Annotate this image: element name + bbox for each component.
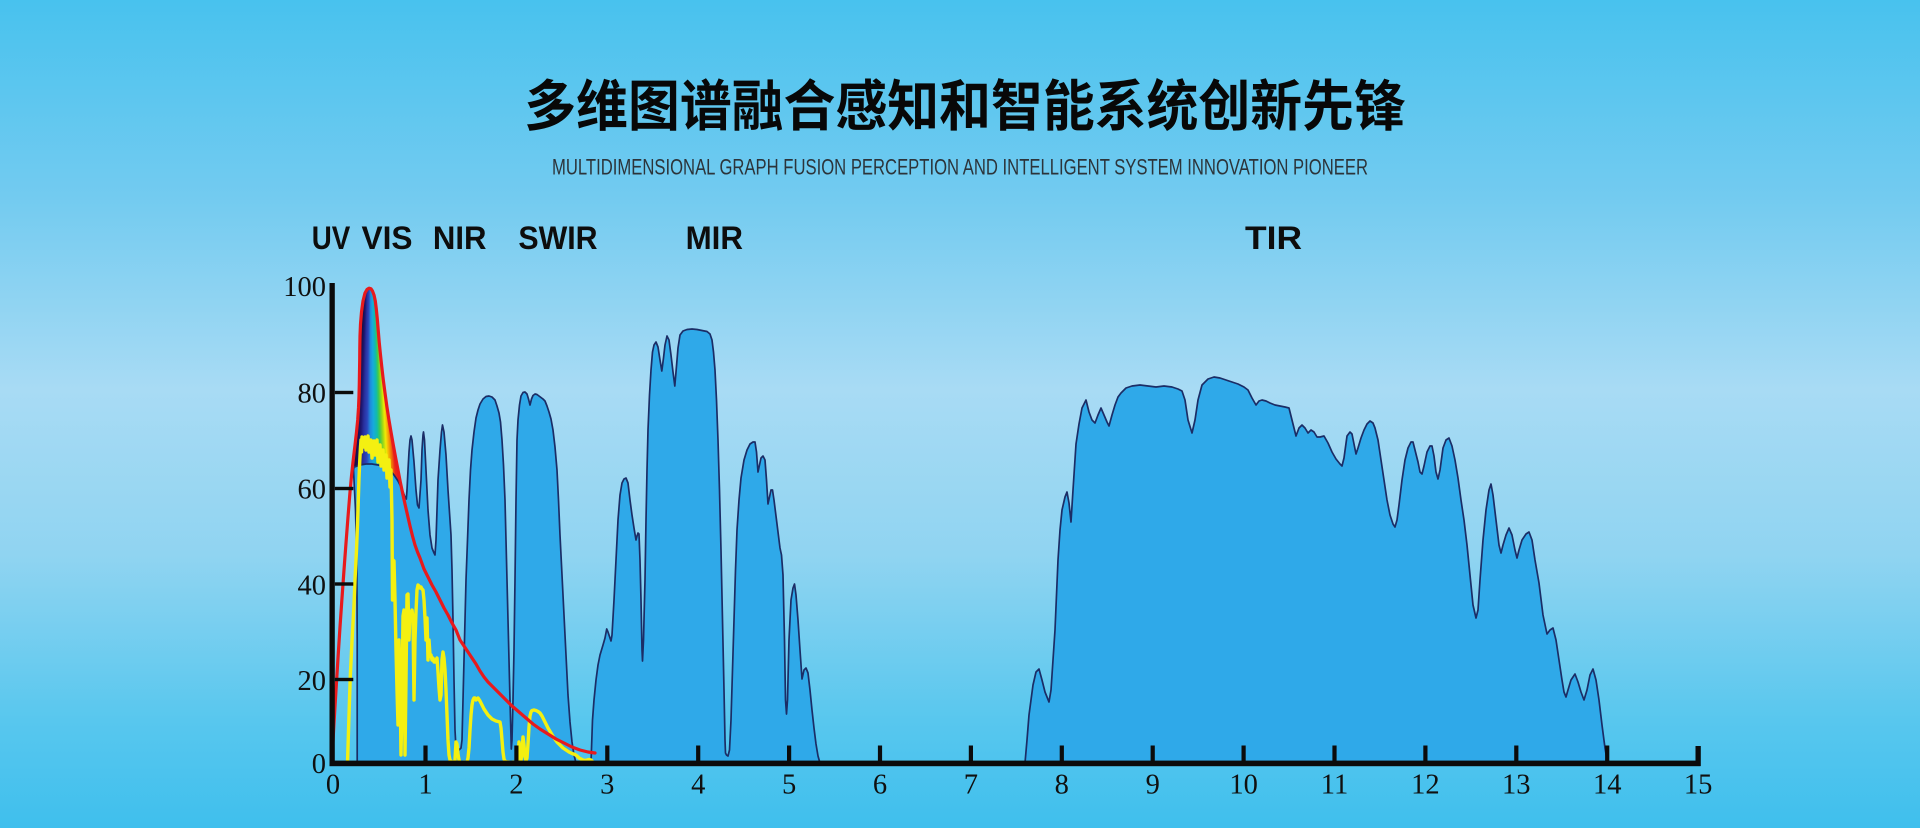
svg-text:13: 13 <box>1502 770 1531 801</box>
svg-text:2: 2 <box>509 770 523 801</box>
svg-text:3: 3 <box>600 770 614 801</box>
svg-text:8: 8 <box>1055 770 1069 801</box>
svg-text:6: 6 <box>873 770 887 801</box>
svg-text:5: 5 <box>782 770 796 801</box>
svg-text:10: 10 <box>1229 770 1258 801</box>
svg-text:0: 0 <box>326 770 340 801</box>
svg-text:4: 4 <box>691 770 705 801</box>
svg-text:0: 0 <box>312 749 326 780</box>
svg-text:9: 9 <box>1146 770 1160 801</box>
svg-text:7: 7 <box>964 770 978 801</box>
svg-text:SWIR: SWIR <box>518 220 597 256</box>
svg-text:MULTIDIMENSIONAL GRAPH FUSION: MULTIDIMENSIONAL GRAPH FUSION PERCEPTION… <box>552 155 1368 180</box>
svg-text:20: 20 <box>298 666 327 697</box>
svg-text:NIR: NIR <box>433 220 487 256</box>
svg-text:11: 11 <box>1321 770 1348 801</box>
svg-text:80: 80 <box>298 379 327 410</box>
svg-text:15: 15 <box>1684 770 1713 801</box>
svg-text:12: 12 <box>1411 770 1440 801</box>
svg-text:1: 1 <box>418 770 432 801</box>
svg-text:MIR: MIR <box>686 220 743 256</box>
svg-text:VIS: VIS <box>362 220 413 256</box>
svg-text:60: 60 <box>298 475 327 506</box>
svg-text:14: 14 <box>1593 770 1622 801</box>
svg-text:40: 40 <box>298 571 327 602</box>
svg-text:TIR: TIR <box>1245 220 1302 256</box>
svg-text:UV: UV <box>312 220 351 256</box>
svg-text:100: 100 <box>283 272 326 303</box>
